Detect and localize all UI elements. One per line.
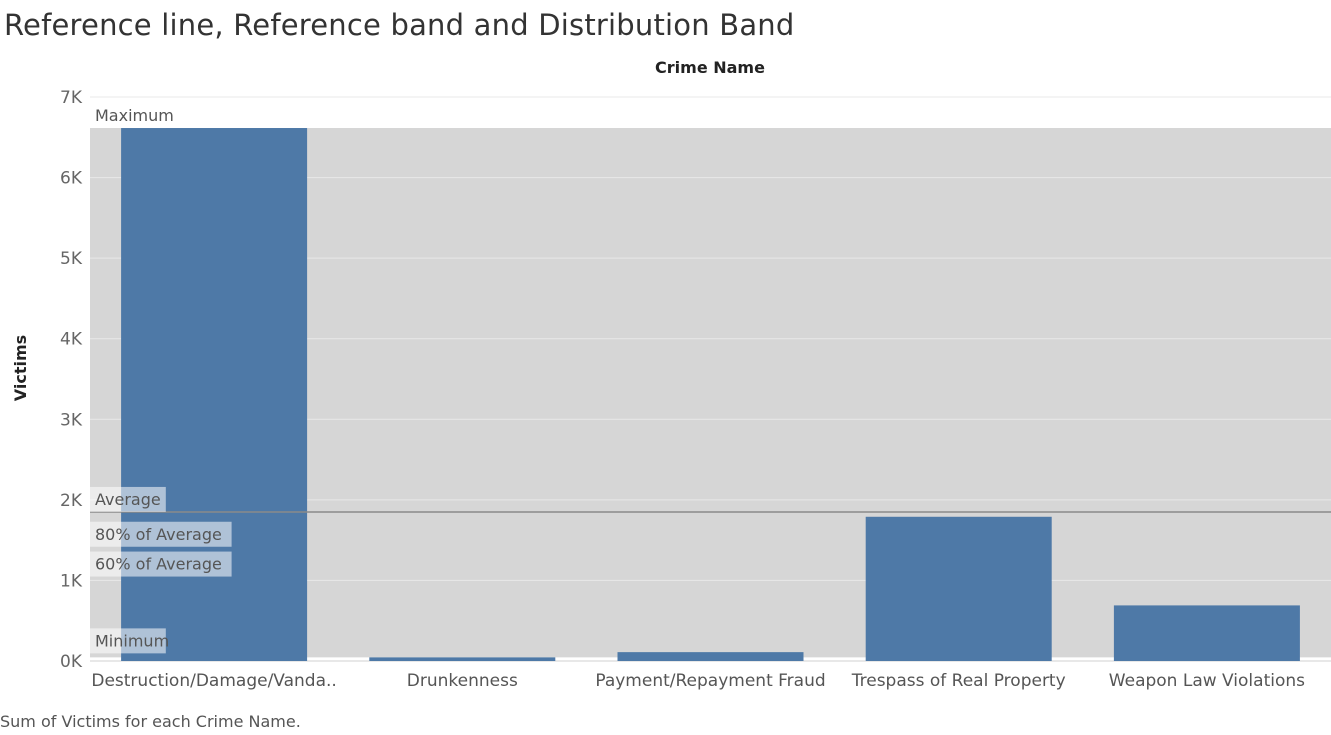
x-tick-label: Trespass of Real Property <box>851 671 1066 691</box>
y-tick-label: 7K <box>60 88 83 108</box>
label-background <box>90 103 166 129</box>
x-axis-title: Crime Name <box>655 58 765 77</box>
label-background <box>90 551 232 577</box>
y-tick-label: 6K <box>60 169 83 189</box>
reference-label-text: 80% of Average <box>95 525 222 544</box>
reference-label-text: 60% of Average <box>95 555 222 574</box>
bar[interactable] <box>121 128 308 661</box>
bar[interactable] <box>1113 605 1300 661</box>
distribution-label: 80% of Average <box>90 521 232 547</box>
y-axis-title: Victims <box>11 335 30 401</box>
bar[interactable] <box>865 516 1052 661</box>
y-tick-label: 2K <box>60 491 83 511</box>
y-tick-label: 0K <box>60 652 83 672</box>
reference-label-text: Minimum <box>95 631 169 650</box>
y-tick-label: 1K <box>60 571 83 591</box>
label-background <box>90 521 232 547</box>
x-tick-label: Weapon Law Violations <box>1109 671 1305 691</box>
minimum-label: Minimum <box>90 628 169 654</box>
bar[interactable] <box>369 657 556 661</box>
x-tick-label: Drunkenness <box>407 671 518 691</box>
distribution-label: 60% of Average <box>90 551 232 577</box>
reference-labels: Maximum Average 80% of Average 60% of Avera… <box>90 103 232 654</box>
y-axis-ticks: 0K 1K 2K 3K 4K 5K 6K 7K <box>60 88 83 672</box>
x-axis-categories: Destruction/Damage/Vanda.. Drunkenness Pay… <box>91 671 1305 691</box>
reference-label-text: Average <box>95 490 161 509</box>
y-tick-label: 4K <box>60 330 83 350</box>
y-tick-label: 3K <box>60 410 83 430</box>
reference-label-text: Maximum <box>95 106 174 125</box>
x-tick-label: Payment/Repayment Fraud <box>595 671 825 691</box>
chart-caption: Sum of Victims for each Crime Name. <box>0 712 301 731</box>
bar-chart: Maximum Average 80% of Average 60% of Avera… <box>11 58 1331 691</box>
label-background <box>90 628 166 654</box>
chart-title: Reference line, Reference band and Distr… <box>4 8 795 42</box>
y-tick-label: 5K <box>60 249 83 269</box>
label-background <box>90 486 166 512</box>
maximum-label: Maximum <box>90 103 174 129</box>
x-tick-label: Destruction/Damage/Vanda.. <box>91 671 336 691</box>
average-label: Average <box>90 486 166 512</box>
bar[interactable] <box>617 652 804 661</box>
